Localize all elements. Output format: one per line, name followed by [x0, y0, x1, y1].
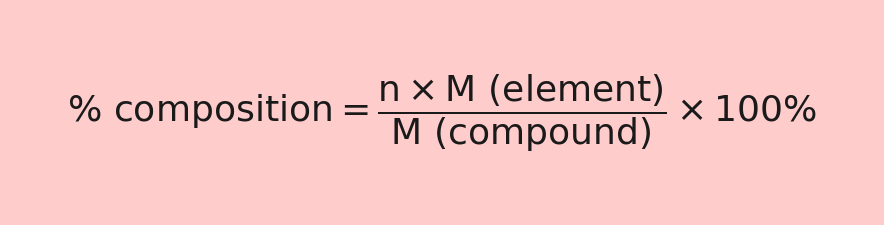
Text: $\mathrm{\% \ composition} = \dfrac{\mathrm{n \times M \ (element)}}{\mathrm{M \: $\mathrm{\% \ composition} = \dfrac{\mat…: [67, 72, 817, 153]
